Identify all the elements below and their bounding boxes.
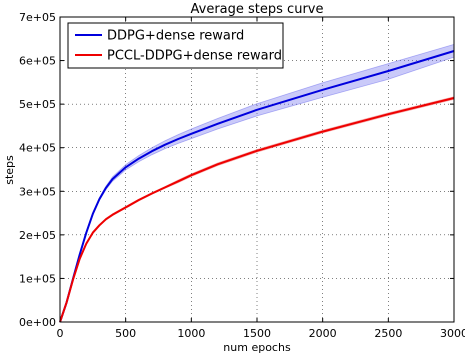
x-tick-label: 0 xyxy=(57,327,64,340)
x-tick-label: 2000 xyxy=(309,327,337,340)
y-tick-label: 3e+05 xyxy=(19,185,56,198)
y-tick-label: 0e+00 xyxy=(19,316,56,329)
x-tick-label: 500 xyxy=(115,327,136,340)
legend-label-pccl-ddpg: PCCL-DDPG+dense reward xyxy=(107,49,282,64)
series-lines xyxy=(59,50,455,323)
legend-box xyxy=(67,22,284,69)
chart-title: Average steps curve xyxy=(191,2,324,17)
y-tick-label: 6e+05 xyxy=(19,55,56,68)
x-tick-label: 1500 xyxy=(243,327,271,340)
series-band-0 xyxy=(59,43,455,323)
x-tick-label: 2500 xyxy=(374,327,402,340)
axis-ticks: 0 500 1000 1500 2000 2500 3000 0e+00 1e+05 2e+05 3… xyxy=(19,11,465,340)
y-tick-label: 7e+05 xyxy=(19,11,56,24)
y-tick-label: 2e+05 xyxy=(19,229,56,242)
series-line-0 xyxy=(59,50,455,323)
y-tick-label: 4e+05 xyxy=(19,142,56,155)
legend-label-ddpg: DDPG+dense reward xyxy=(107,29,244,44)
confidence-bands xyxy=(59,43,455,323)
series-line-1 xyxy=(59,97,455,323)
y-axis-label: steps xyxy=(3,155,16,185)
x-tick-label: 3000 xyxy=(440,327,465,340)
y-tick-label: 5e+05 xyxy=(19,98,56,111)
x-tick-label: 1000 xyxy=(177,327,205,340)
y-tick-label: 1e+05 xyxy=(19,272,56,285)
x-axis-label: num epochs xyxy=(223,341,291,354)
legend: DDPG+dense reward PCCL-DDPG+dense reward xyxy=(67,22,284,69)
